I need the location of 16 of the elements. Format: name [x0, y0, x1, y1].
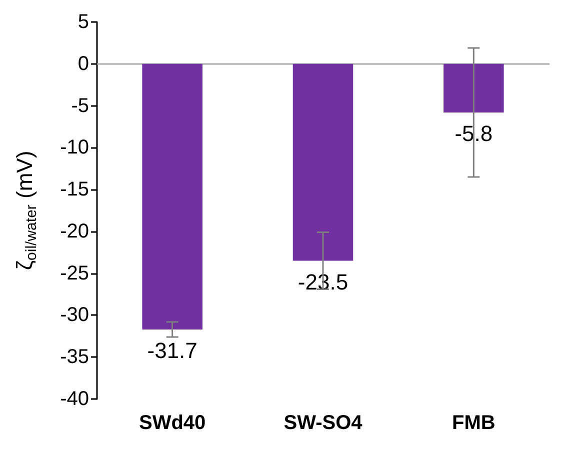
y-tick-label: -10 — [60, 136, 89, 159]
y-tick-label: -30 — [60, 304, 89, 326]
x-tick-label: FMB — [452, 412, 496, 434]
y-tick-label: -20 — [60, 220, 89, 242]
y-tick-label: -40 — [60, 388, 89, 410]
y-axis-title: ζoil/water (mV) — [12, 150, 40, 270]
y-tick-label: 0 — [78, 52, 89, 75]
y-tick-label: -25 — [60, 262, 89, 284]
data-label: -31.7 — [147, 338, 198, 363]
y-tick-label: -15 — [60, 178, 89, 201]
data-label: -5.8 — [454, 120, 493, 146]
y-tick-label: -35 — [60, 346, 89, 368]
x-tick-label: SW-SO4 — [284, 412, 364, 434]
y-tick-label: 5 — [78, 11, 89, 33]
y-tick-label: -5 — [71, 94, 89, 117]
x-tick-label: SWd40 — [138, 412, 206, 434]
